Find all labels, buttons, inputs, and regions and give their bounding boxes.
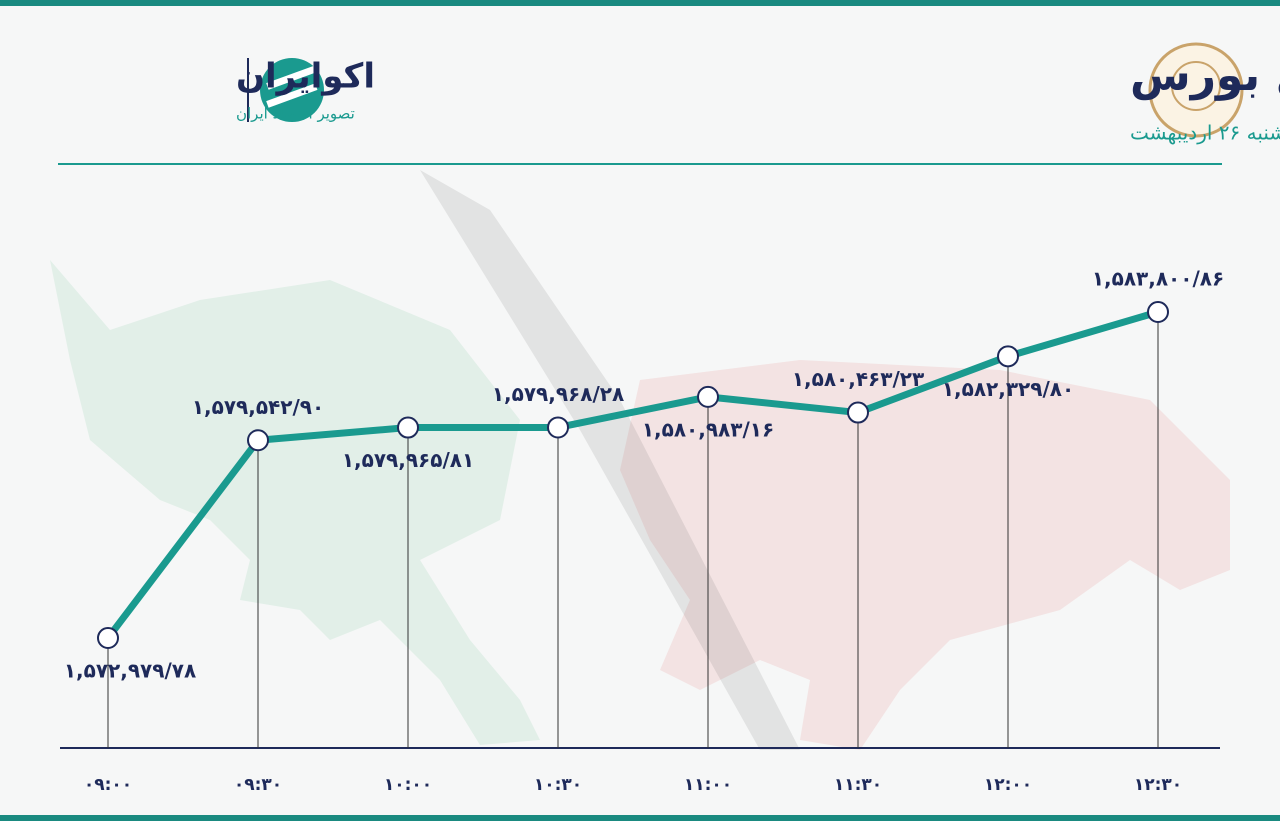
value-label: ۱,۵۷۹,۵۴۲/۹۰ xyxy=(192,395,324,419)
value-label: ۱,۵۷۹,۹۶۵/۸۱ xyxy=(342,448,474,472)
bear-decoration xyxy=(620,360,1230,750)
point xyxy=(997,345,1019,368)
top-border xyxy=(0,0,1280,6)
x-tick-label: ۱۲:۰۰ xyxy=(984,775,1032,795)
exchange-logo-inner xyxy=(1171,61,1221,111)
point xyxy=(697,385,719,408)
brand-tagline: تصویر اقتصاد ایران xyxy=(236,105,355,123)
value-label: ۱,۵۷۲,۹۷۹/۷۸ xyxy=(64,659,196,683)
value-label: ۱,۵۸۳,۸۰۰/۸۶ xyxy=(1092,267,1224,291)
brand-stripe xyxy=(266,65,318,90)
arrow-decoration xyxy=(420,170,800,750)
point xyxy=(1147,301,1169,323)
value-label: ۱,۵۸۲,۳۲۹/۸۰ xyxy=(942,377,1074,401)
x-tick-label: ۰۹:۳۰ xyxy=(234,775,282,795)
series-line xyxy=(105,308,1159,641)
brand-logo xyxy=(247,58,324,122)
value-label: ۱,۵۸۰,۹۸۳/۱۶ xyxy=(642,417,774,441)
point xyxy=(247,429,269,452)
x-tick-label: ۰۹:۰۰ xyxy=(84,775,132,795)
brand-name: اکوایران xyxy=(236,57,375,97)
point xyxy=(397,416,419,439)
point xyxy=(847,401,869,424)
value-label: ۱,۵۸۰,۴۶۳/۲۳ xyxy=(792,367,924,391)
exchange-logo xyxy=(1148,42,1244,138)
point xyxy=(547,416,569,439)
bottom-border xyxy=(0,815,1280,821)
x-tick-label: ۱۱:۰۰ xyxy=(684,775,732,795)
value-label: ۱,۵۷۹,۹۶۸/۲۸ xyxy=(492,382,624,406)
x-tick-label: ۱۱:۳۰ xyxy=(834,775,882,795)
x-tick-label: ۱۰:۰۰ xyxy=(384,775,432,795)
bull-decoration xyxy=(50,260,540,745)
brand-stripe xyxy=(266,83,318,108)
x-tick-label: ۱۲:۳۰ xyxy=(1134,775,1182,795)
point xyxy=(97,627,119,649)
x-tick-label: ۱۰:۳۰ xyxy=(534,775,582,795)
subtitle: دوشنبه ۲۶ اردیبهشت xyxy=(1130,121,1280,145)
title: روند شاخص کل بورس xyxy=(1130,50,1280,101)
